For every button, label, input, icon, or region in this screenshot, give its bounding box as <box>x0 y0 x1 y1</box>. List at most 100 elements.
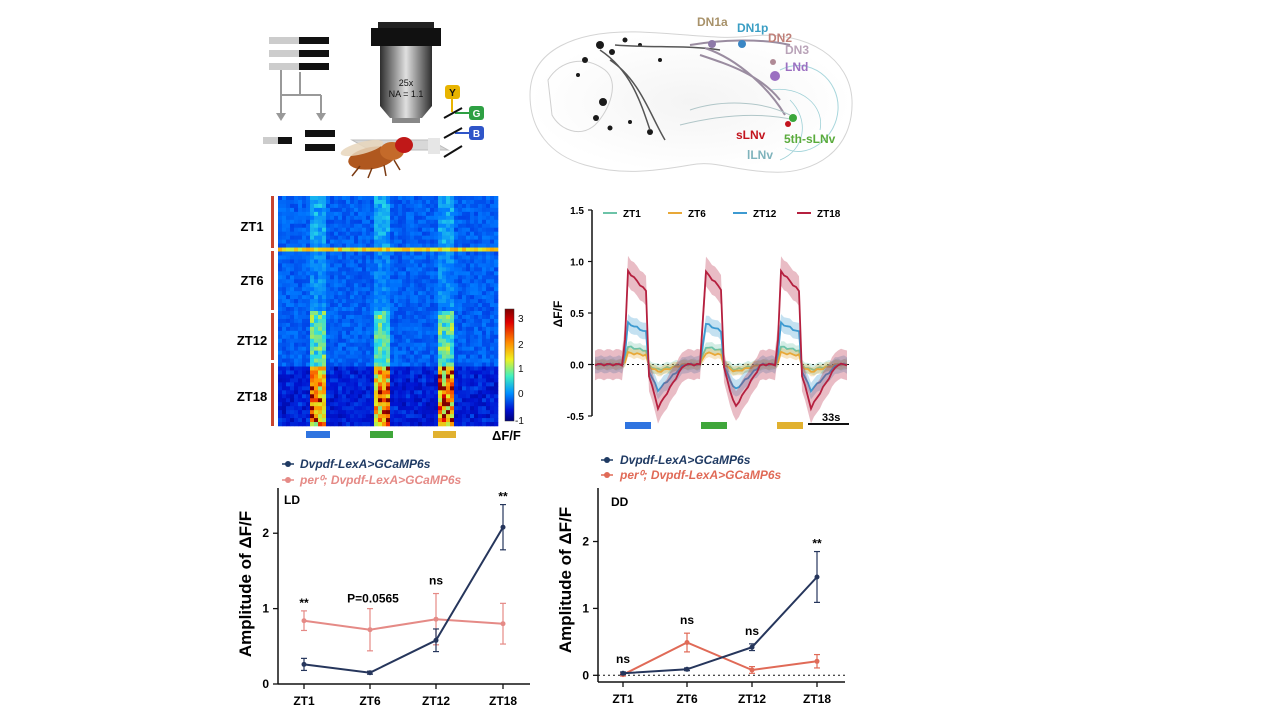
heatmap-cell <box>422 358 427 363</box>
heatmap-cell <box>386 283 391 288</box>
heatmap-cell <box>314 410 319 415</box>
heatmap-cell <box>414 223 419 229</box>
heatmap-cell <box>370 219 375 225</box>
heatmap-cell <box>466 342 471 347</box>
heatmap-cell <box>454 263 459 268</box>
heatmap-cell <box>418 358 423 363</box>
heatmap-cell <box>358 227 363 232</box>
heatmap-cell <box>322 307 327 312</box>
heatmap-cell <box>366 275 371 280</box>
heatmap-cell <box>398 255 403 260</box>
heatmap-cell <box>310 374 315 379</box>
heatmap-cell <box>430 283 435 288</box>
heatmap-cell <box>414 307 419 312</box>
heatmap-cell <box>342 350 347 355</box>
heatmap-cell <box>458 275 463 280</box>
heatmap-cell <box>402 275 407 280</box>
heatmap-cell <box>334 422 339 427</box>
heatmap-cell <box>438 295 443 300</box>
heatmap-cell <box>454 378 459 383</box>
heatmap-cell <box>430 239 435 244</box>
heatmap-cell <box>294 314 299 320</box>
heatmap-cell <box>450 279 455 284</box>
dd-annotation: ns <box>680 613 694 627</box>
heatmap-cell <box>286 211 291 217</box>
heatmap-cell <box>458 203 463 209</box>
heatmap-cell <box>306 378 311 383</box>
heatmap-cell <box>462 199 467 205</box>
heatmap-cell <box>366 406 371 411</box>
heatmap-cell <box>474 358 479 363</box>
heatmap-cell <box>406 239 411 244</box>
heatmap-cell <box>406 263 411 268</box>
heatmap-cell <box>342 295 347 300</box>
heatmap-cell <box>494 338 499 344</box>
heatmap-cell <box>282 370 287 375</box>
heatmap-cell <box>306 239 311 244</box>
heatmap-cell <box>382 370 387 375</box>
heatmap-cell <box>462 322 467 328</box>
heatmap-cell <box>370 207 375 213</box>
heatmap-cell <box>426 199 431 205</box>
heatmap-cell <box>330 410 335 415</box>
heatmap-cell <box>470 406 475 411</box>
heatmap-cell <box>482 342 487 347</box>
heatmap-cell <box>370 354 375 359</box>
heatmap-cell <box>358 418 363 423</box>
heatmap-cell <box>486 275 491 280</box>
heatmap-cell <box>482 422 487 427</box>
heatmap-cell <box>470 346 475 351</box>
heatmap-cell <box>450 255 455 260</box>
heatmap-cell <box>418 227 423 232</box>
heatmap-cell <box>466 263 471 268</box>
heatmap-cell <box>486 207 491 213</box>
heatmap-cell <box>318 378 323 383</box>
heatmap-cell <box>474 239 479 244</box>
heatmap-cell <box>362 366 367 371</box>
heatmap-cell <box>426 346 431 351</box>
heatmap-cell <box>438 303 443 308</box>
heatmap-cell <box>470 350 475 355</box>
heatmap-cell <box>490 235 495 240</box>
heatmap-cell <box>486 370 491 375</box>
heatmap-cell <box>290 314 295 320</box>
heatmap-cell <box>346 307 351 312</box>
heatmap-cell <box>458 322 463 328</box>
heatmap-cell <box>490 211 495 217</box>
heatmap-cell <box>458 311 463 316</box>
heatmap-cell <box>318 247 323 252</box>
heatmap-cell <box>470 287 475 292</box>
heatmap-cell <box>406 251 411 256</box>
heatmap-cell <box>450 219 455 225</box>
heatmap-cell <box>382 287 387 292</box>
heatmap-cell <box>290 295 295 300</box>
heatmap-cell <box>494 239 499 244</box>
heatmap-cell <box>278 394 283 399</box>
heatmap-cell <box>402 235 407 240</box>
heatmap-cell <box>342 394 347 399</box>
heatmap-cell <box>474 243 479 248</box>
heatmap-cell <box>486 259 491 264</box>
heatmap-cell <box>350 299 355 304</box>
heatmap-cell <box>454 370 459 375</box>
heatmap-cell <box>314 334 319 340</box>
heatmap-cell <box>418 330 423 336</box>
heatmap-cell <box>354 275 359 280</box>
heatmap-cell <box>358 322 363 328</box>
heatmap-cell <box>386 259 391 264</box>
heatmap-cell <box>490 386 495 391</box>
heatmap-cell <box>470 318 475 324</box>
heatmap-cell <box>474 283 479 288</box>
dd-point <box>749 667 755 673</box>
heatmap-cell <box>390 303 395 308</box>
heatmap-cell <box>326 227 331 232</box>
heatmap-cell <box>366 414 371 419</box>
heatmap-cell <box>422 398 427 403</box>
heatmap-cell <box>494 311 499 316</box>
heatmap-cell <box>478 283 483 288</box>
heatmap-cell <box>346 354 351 359</box>
heatmap-cell <box>386 398 391 403</box>
heatmap-cell <box>474 227 479 232</box>
heatmap-cell <box>454 322 459 328</box>
heatmap-cell <box>410 318 415 324</box>
